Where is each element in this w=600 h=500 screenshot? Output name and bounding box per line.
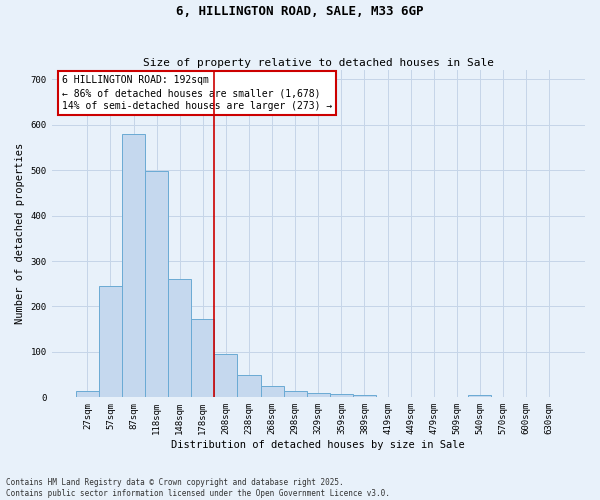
Bar bbox=[214, 354, 238, 398]
Bar bbox=[284, 392, 307, 398]
Text: Contains HM Land Registry data © Crown copyright and database right 2025.
Contai: Contains HM Land Registry data © Crown c… bbox=[6, 478, 390, 498]
Title: Size of property relative to detached houses in Sale: Size of property relative to detached ho… bbox=[143, 58, 494, 68]
Bar bbox=[469, 395, 491, 398]
X-axis label: Distribution of detached houses by size in Sale: Distribution of detached houses by size … bbox=[172, 440, 465, 450]
Text: 6 HILLINGTON ROAD: 192sqm
← 86% of detached houses are smaller (1,678)
14% of se: 6 HILLINGTON ROAD: 192sqm ← 86% of detac… bbox=[62, 75, 332, 112]
Bar bbox=[353, 395, 376, 398]
Text: 6, HILLINGTON ROAD, SALE, M33 6GP: 6, HILLINGTON ROAD, SALE, M33 6GP bbox=[176, 5, 424, 18]
Bar bbox=[238, 374, 260, 398]
Bar bbox=[145, 171, 168, 398]
Y-axis label: Number of detached properties: Number of detached properties bbox=[15, 143, 25, 324]
Bar bbox=[191, 318, 214, 398]
Bar bbox=[99, 286, 122, 398]
Bar bbox=[307, 393, 330, 398]
Bar bbox=[260, 386, 284, 398]
Bar bbox=[168, 279, 191, 398]
Bar bbox=[122, 134, 145, 398]
Bar bbox=[76, 392, 99, 398]
Bar bbox=[330, 394, 353, 398]
